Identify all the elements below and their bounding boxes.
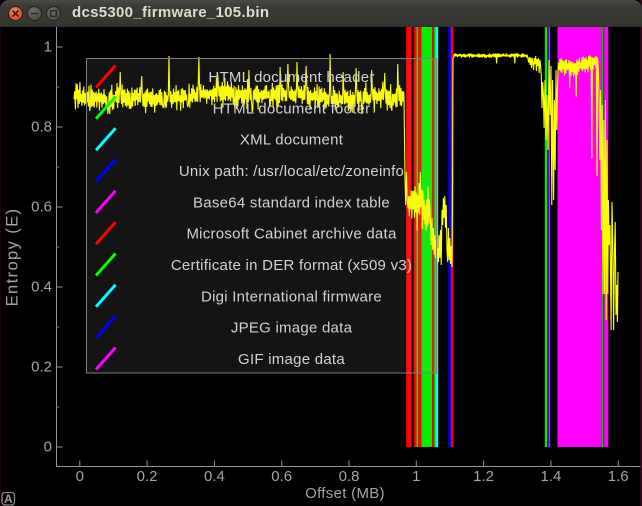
svg-text:1: 1 bbox=[44, 39, 52, 56]
svg-text:0.2: 0.2 bbox=[137, 468, 158, 485]
svg-text:1.4: 1.4 bbox=[540, 468, 561, 485]
svg-text:Entropy (E): Entropy (E) bbox=[4, 208, 22, 307]
svg-text:JPEG image data: JPEG image data bbox=[231, 320, 353, 337]
svg-text:0: 0 bbox=[44, 439, 52, 456]
svg-text:A: A bbox=[4, 492, 13, 506]
svg-text:1: 1 bbox=[412, 468, 420, 485]
svg-text:1.6: 1.6 bbox=[608, 468, 629, 485]
svg-text:HTML document footer: HTML document footer bbox=[213, 100, 371, 117]
svg-text:0.6: 0.6 bbox=[271, 468, 292, 485]
svg-text:0.4: 0.4 bbox=[204, 468, 225, 485]
svg-text:0: 0 bbox=[76, 468, 84, 485]
svg-text:GIF image data: GIF image data bbox=[238, 351, 345, 368]
svg-text:0.6: 0.6 bbox=[31, 199, 52, 216]
svg-text:Digi International firmware: Digi International firmware bbox=[201, 288, 382, 305]
svg-text:Microsoft Cabinet archive data: Microsoft Cabinet archive data bbox=[186, 226, 397, 243]
svg-text:Offset (MB): Offset (MB) bbox=[305, 485, 385, 502]
svg-text:Base64 standard index table: Base64 standard index table bbox=[193, 194, 390, 211]
svg-text:XML document: XML document bbox=[240, 132, 344, 149]
svg-text:0.2: 0.2 bbox=[31, 359, 52, 376]
svg-text:0.8: 0.8 bbox=[31, 119, 52, 136]
svg-text:Unix path: /usr/local/etc/zone: Unix path: /usr/local/etc/zoneinfo bbox=[179, 163, 404, 180]
svg-text:1.2: 1.2 bbox=[473, 468, 494, 485]
svg-text:0.8: 0.8 bbox=[339, 468, 360, 485]
svg-text:HTML document header: HTML document header bbox=[208, 69, 374, 86]
svg-text:0.4: 0.4 bbox=[31, 279, 52, 296]
svg-text:Certificate in DER format (x50: Certificate in DER format (x509 v3) bbox=[171, 257, 412, 274]
